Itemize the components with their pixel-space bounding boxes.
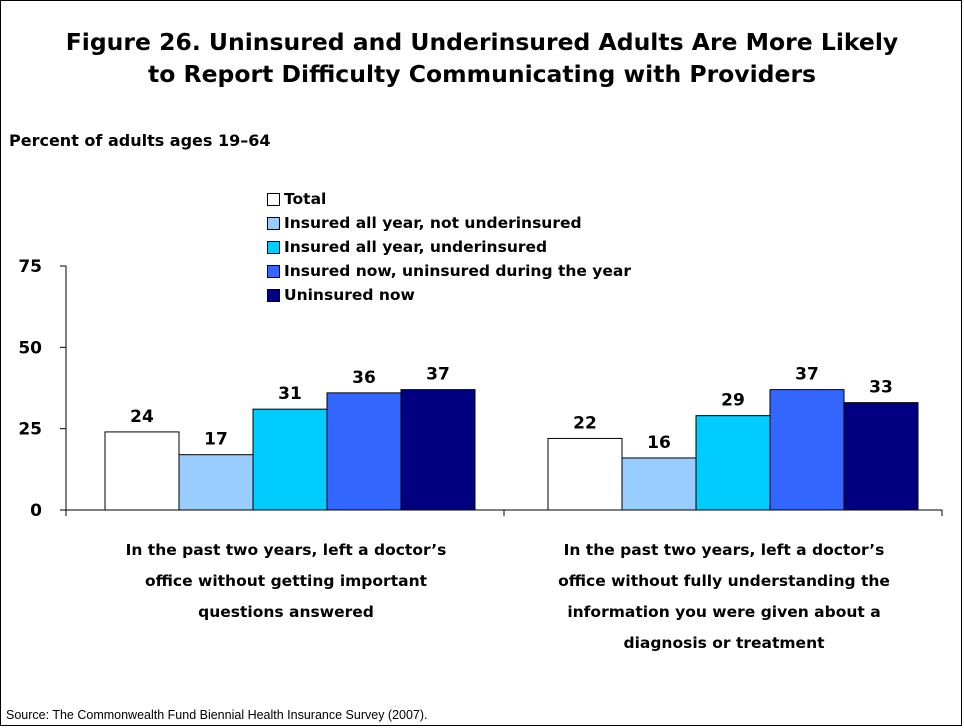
data-label-2-1: 22 <box>573 413 597 433</box>
data-label-2-3: 29 <box>721 391 745 411</box>
bar-2-4 <box>769 389 845 511</box>
category-label-1-line-2: office without getting important <box>144 572 428 590</box>
category-label-1-line-1: In the past two years, left a doctor’s <box>125 541 447 559</box>
legend-swatch-1 <box>267 192 280 206</box>
bar-2-3 <box>695 415 771 511</box>
chart-legend: Total Insured all year, not underinsured I… <box>267 187 631 307</box>
chart-title-line-2: to Report Difficulty Communicating with … <box>147 60 817 88</box>
data-label-2-5: 33 <box>869 378 893 398</box>
data-label-2-2: 16 <box>647 433 671 453</box>
bar-1-1 <box>104 431 180 511</box>
y-tick-label-75: 75 <box>18 257 42 277</box>
data-label-2-4: 37 <box>795 365 819 385</box>
y-tick-label-25: 25 <box>18 420 42 440</box>
bar-2-5 <box>843 402 919 511</box>
category-label-2-line-3: information you were given about a <box>567 603 881 621</box>
legend-label-4: Insured now, uninsured during the year <box>284 262 632 280</box>
data-label-1-5: 37 <box>426 365 450 385</box>
bar-1-4 <box>326 392 402 511</box>
y-tick-label-50: 50 <box>18 338 42 358</box>
data-label-1-1: 24 <box>130 407 154 427</box>
category-label-2-line-2: office without fully understanding the <box>558 572 890 590</box>
bar-1-5 <box>400 389 476 511</box>
y-axis-subtitle: Percent of adults ages 19–64 <box>9 131 271 150</box>
category-label-2-line-4: diagnosis or treatment <box>623 634 825 652</box>
bar-2-1 <box>547 437 623 511</box>
source-note: Source: The Commonwealth Fund Biennial H… <box>6 708 428 722</box>
legend-item-1: Total <box>267 187 631 211</box>
category-label-2: In the past two years, left a doctor’s of… <box>504 535 944 659</box>
y-tick-label-0: 0 <box>30 501 42 521</box>
chart-title-line-1: Figure 26. Uninsured and Underinsured Ad… <box>65 28 899 56</box>
data-label-1-2: 17 <box>204 430 228 450</box>
bar-2-2 <box>621 457 697 511</box>
category-label-1-line-3: questions answered <box>198 603 374 621</box>
category-label-1: In the past two years, left a doctor’s of… <box>66 535 506 628</box>
legend-item-5: Uninsured now <box>267 283 631 307</box>
legend-swatch-4 <box>267 264 280 278</box>
legend-swatch-5 <box>267 288 280 302</box>
legend-label-2: Insured all year, not underinsured <box>284 214 582 232</box>
legend-label-5: Uninsured now <box>284 286 415 304</box>
bar-1-3 <box>252 408 328 511</box>
data-label-1-4: 36 <box>352 368 376 388</box>
legend-label-1: Total <box>284 190 327 208</box>
legend-swatch-3 <box>267 240 280 254</box>
legend-swatch-2 <box>267 216 280 230</box>
data-label-1-3: 31 <box>278 384 302 404</box>
chart-title: Figure 26. Uninsured and Underinsured Ad… <box>10 26 954 90</box>
legend-item-4: Insured now, uninsured during the year <box>267 259 631 283</box>
legend-label-3: Insured all year, underinsured <box>284 238 548 256</box>
bar-1-2 <box>178 454 254 511</box>
legend-item-2: Insured all year, not underinsured <box>267 211 631 235</box>
legend-item-3: Insured all year, underinsured <box>267 235 631 259</box>
category-label-2-line-1: In the past two years, left a doctor’s <box>563 541 885 559</box>
